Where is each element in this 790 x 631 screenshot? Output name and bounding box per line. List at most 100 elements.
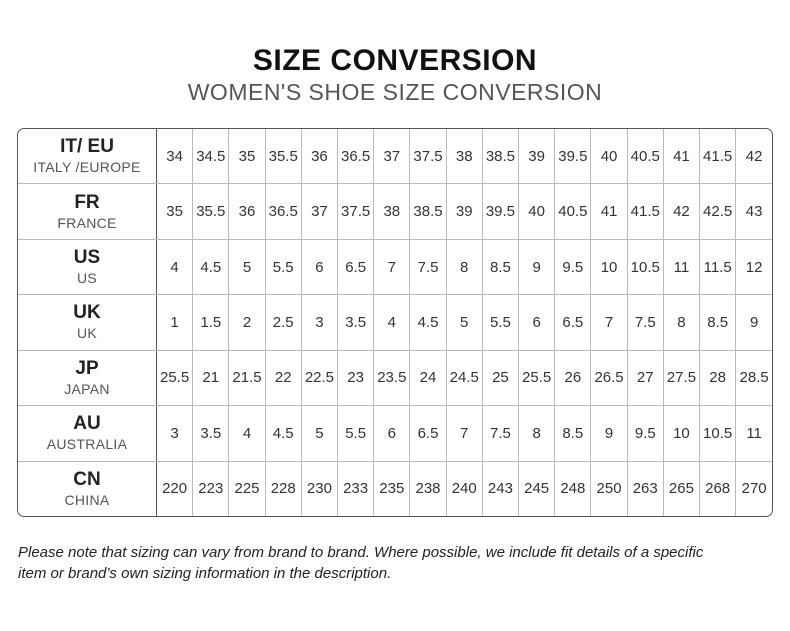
size-cell: 35.5 [264,129,302,185]
row-label-cell: JP JAPAN [18,349,157,407]
size-cell: 6 [300,238,339,296]
size-cell: 4.5 [192,238,230,296]
size-cell: 7 [590,294,628,351]
size-cell: 39 [445,183,483,240]
size-cell: 250 [590,460,628,516]
size-cell: 6.5 [409,405,447,462]
note-line: item or brand’s own sizing information i… [18,565,392,582]
size-cell: 9 [590,405,628,462]
row-code: IT/ EU [60,136,114,158]
table-row: JP JAPAN 25.5 21 21.5 22 22.5 23 23.5 24 24.5 25 25.… [18,349,772,407]
size-cell: 34.5 [192,129,230,185]
size-cell: 42 [735,129,772,185]
size-cell: 230 [300,460,339,516]
size-cell: 4.5 [264,405,302,462]
size-cell: 10.5 [699,405,737,462]
size-cell: 9 [735,294,772,351]
row-code: JP [75,357,99,379]
row-name: US [76,270,98,286]
size-cell: 42.5 [699,183,737,240]
size-cell: 7.5 [626,294,664,351]
size-cell: 11.5 [699,238,737,296]
row-name: ITALY /EUROPE [33,159,141,176]
size-cell: 21.5 [228,349,266,407]
size-table: IT/ EU ITALY /EUROPE 34 34.5 35 35.5 36 36.5 37 3… [18,129,772,516]
size-cell: 2 [228,294,266,351]
size-cell: 7.5 [409,238,447,296]
size-cell: 36 [228,183,266,240]
row-label-cell: FR FRANCE [18,183,157,240]
size-cell: 4 [373,294,411,351]
size-cell: 265 [662,460,701,516]
size-cell: 270 [735,460,772,516]
size-cell: 36.5 [337,129,375,185]
size-cell: 3.5 [192,405,230,462]
size-cell: 42 [662,183,701,240]
row-name: FRANCE [57,214,117,231]
size-cell: 8.5 [481,238,520,296]
size-cell: 8.5 [699,294,737,351]
row-label-cell: CN CHINA [18,460,157,516]
size-cell: 220 [155,460,194,516]
size-cell: 9 [518,238,556,296]
size-cell: 28.5 [735,349,772,407]
size-cell: 7 [373,238,411,296]
size-cell: 11 [735,405,772,462]
table-row: US US 4 4.5 5 5.5 6 6.5 7 7.5 8 8.5 9 9.5 10 10.5 11 11.5… [18,238,772,296]
row-label-cell: UK UK [18,294,157,351]
size-cell: 233 [337,460,375,516]
size-cell: 8 [445,238,483,296]
size-cell: 25.5 [518,349,556,407]
size-cell: 263 [626,460,664,516]
size-cell: 243 [481,460,520,516]
size-cell: 35 [228,129,266,185]
size-cell: 245 [518,460,556,516]
size-cell: 40.5 [554,183,592,240]
note-line: Please note that sizing can vary from br… [18,544,704,561]
size-cell: 41.5 [699,129,737,185]
size-cell: 225 [228,460,266,516]
row-name: JAPAN [64,380,110,397]
size-cell: 2.5 [264,294,302,351]
row-name: CHINA [64,491,110,508]
table-body: IT/ EU ITALY /EUROPE 34 34.5 35 35.5 36 36.5 37 3… [18,129,772,516]
size-cell: 25.5 [155,349,194,407]
size-table-frame: IT/ EU ITALY /EUROPE 34 34.5 35 35.5 36 36.5 37 3… [17,128,773,517]
size-cell: 21 [192,349,230,407]
row-name: UK [76,325,98,342]
size-cell: 27 [626,349,664,407]
size-cell: 8 [662,294,701,351]
size-cell: 6.5 [554,294,592,351]
size-cell: 35.5 [192,183,230,240]
size-cell: 28 [699,349,737,407]
size-cell: 36.5 [264,183,302,240]
size-cell: 12 [735,238,772,296]
size-cell: 10 [590,238,628,296]
size-cell: 11 [662,238,701,296]
size-cell: 43 [735,183,772,240]
size-cell: 1 [155,294,194,351]
subtitle: WOMEN'S SHOE SIZE CONVERSION [187,79,603,105]
size-cell: 5 [228,238,266,296]
size-cell: 5.5 [337,405,375,462]
size-cell: 4 [228,405,266,462]
row-label-cell: IT/ EU ITALY /EUROPE [18,129,157,185]
size-cell: 6 [373,405,411,462]
size-cell: 34 [155,129,194,185]
row-code: AU [73,413,101,435]
size-cell: 37.5 [409,129,447,185]
size-cell: 5 [300,405,339,462]
row-code: US [73,247,101,268]
size-cell: 38 [373,183,411,240]
size-cell: 40 [590,129,628,185]
size-cell: 238 [409,460,447,516]
size-cell: 22.5 [300,349,339,407]
size-cell: 26 [554,349,592,407]
size-cell: 228 [264,460,302,516]
size-cell: 38.5 [481,129,520,185]
size-cell: 36 [300,129,339,185]
size-cell: 24 [409,349,447,407]
size-cell: 9.5 [554,238,592,296]
size-cell: 39.5 [554,129,592,185]
size-cell: 40.5 [626,129,664,185]
